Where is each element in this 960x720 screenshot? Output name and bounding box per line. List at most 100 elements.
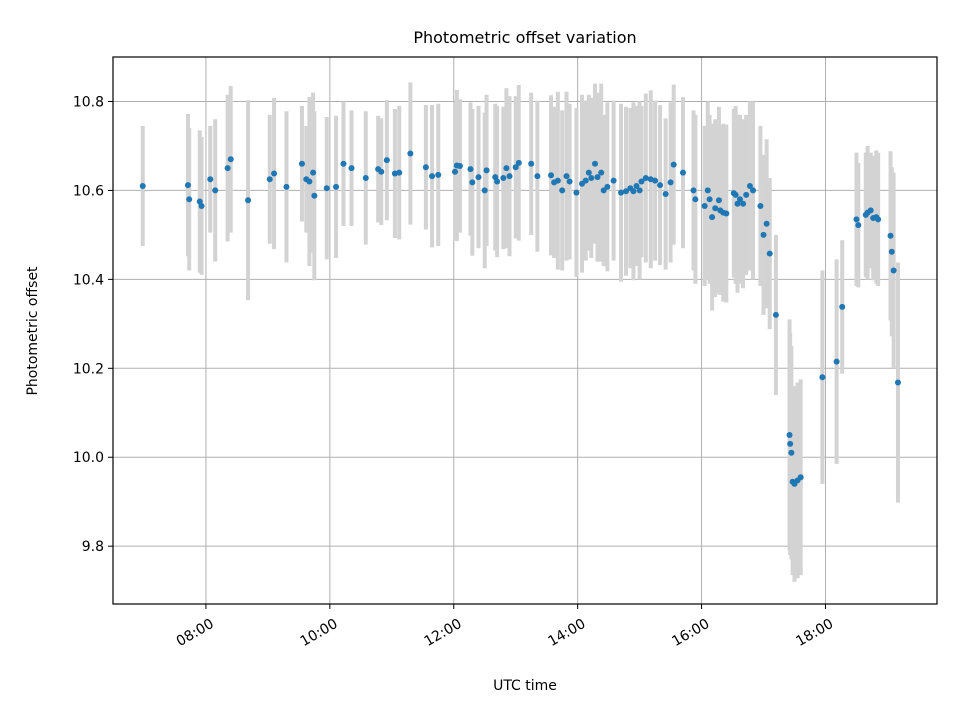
data-point: [566, 178, 573, 185]
data-point: [500, 174, 507, 181]
data-point: [139, 182, 146, 189]
data-point: [633, 182, 640, 189]
data-point: [592, 160, 599, 167]
data-point: [690, 187, 697, 194]
data-point: [435, 171, 442, 178]
data-point: [266, 176, 273, 183]
y-axis-label: Photometric offset: [25, 266, 41, 396]
data-point: [642, 174, 649, 181]
data-point: [712, 205, 719, 212]
data-point: [788, 449, 795, 456]
data-point: [323, 185, 330, 192]
data-point: [310, 169, 317, 176]
data-points: [139, 150, 901, 487]
data-point: [736, 196, 743, 203]
data-point: [227, 156, 234, 163]
data-point: [855, 222, 862, 229]
data-point: [610, 177, 617, 184]
data-point: [483, 167, 490, 174]
data-point: [198, 202, 205, 209]
data-point: [600, 187, 607, 194]
data-point: [378, 168, 385, 175]
data-point: [422, 164, 429, 171]
data-point: [763, 220, 770, 227]
data-point: [604, 183, 611, 190]
data-point: [475, 174, 482, 181]
data-point: [588, 174, 595, 181]
data-point: [618, 189, 625, 196]
data-point: [298, 160, 305, 167]
data-point: [715, 197, 722, 204]
data-point: [467, 166, 474, 173]
data-point: [494, 178, 501, 185]
data-point: [582, 177, 589, 184]
data-point: [670, 161, 677, 168]
data-point: [746, 182, 753, 189]
data-point: [630, 188, 637, 195]
data-point: [594, 174, 601, 181]
data-point: [271, 170, 278, 177]
data-point: [749, 187, 756, 194]
data-point: [515, 159, 522, 166]
data-point: [692, 196, 699, 203]
data-point: [662, 190, 669, 197]
chart-title: Photometric offset variation: [413, 28, 636, 47]
data-point: [839, 303, 846, 310]
data-point: [528, 160, 535, 167]
data-point: [652, 177, 659, 184]
data-point: [833, 358, 840, 365]
data-point: [283, 183, 290, 190]
data-point: [548, 172, 555, 179]
data-point: [704, 187, 711, 194]
data-point: [786, 432, 793, 439]
data-point: [407, 150, 414, 157]
data-point: [456, 162, 463, 169]
data-point: [875, 216, 882, 223]
data-point: [184, 182, 191, 189]
data-point: [867, 207, 874, 214]
data-point: [888, 248, 895, 255]
data-point: [512, 164, 519, 171]
y-tick-label: 10.6: [73, 183, 104, 199]
data-point: [559, 187, 566, 194]
data-point: [740, 200, 747, 207]
data-point: [819, 374, 826, 381]
data-point: [760, 231, 767, 238]
data-point: [563, 173, 570, 180]
data-point: [212, 187, 219, 194]
data-point: [657, 182, 664, 189]
data-point: [224, 165, 231, 172]
data-point: [585, 169, 592, 176]
data-point: [311, 192, 318, 199]
y-tick-label: 9.8: [82, 539, 104, 555]
data-point: [853, 216, 860, 223]
data-point: [709, 214, 716, 221]
data-point: [469, 179, 476, 186]
data-point: [636, 187, 643, 194]
data-point: [503, 165, 510, 172]
data-point: [797, 474, 804, 481]
data-point: [340, 160, 347, 167]
data-point: [534, 173, 541, 180]
data-point: [706, 196, 713, 203]
data-point: [622, 188, 629, 195]
data-point: [638, 178, 645, 185]
data-point: [396, 169, 403, 176]
data-point: [481, 187, 488, 194]
data-point: [732, 191, 739, 198]
data-point: [890, 267, 897, 274]
data-point: [383, 157, 390, 164]
data-point: [679, 169, 686, 176]
data-point: [573, 189, 580, 196]
y-tick-label: 10.0: [73, 450, 104, 466]
y-tick-label: 10.8: [73, 94, 104, 110]
data-point: [787, 440, 794, 447]
data-point: [245, 197, 252, 204]
data-point: [894, 379, 901, 386]
data-point: [451, 168, 458, 175]
x-axis-label: UTC time: [493, 678, 557, 694]
data-point: [701, 202, 708, 209]
data-point: [333, 183, 340, 190]
plot-area: [112, 56, 938, 605]
